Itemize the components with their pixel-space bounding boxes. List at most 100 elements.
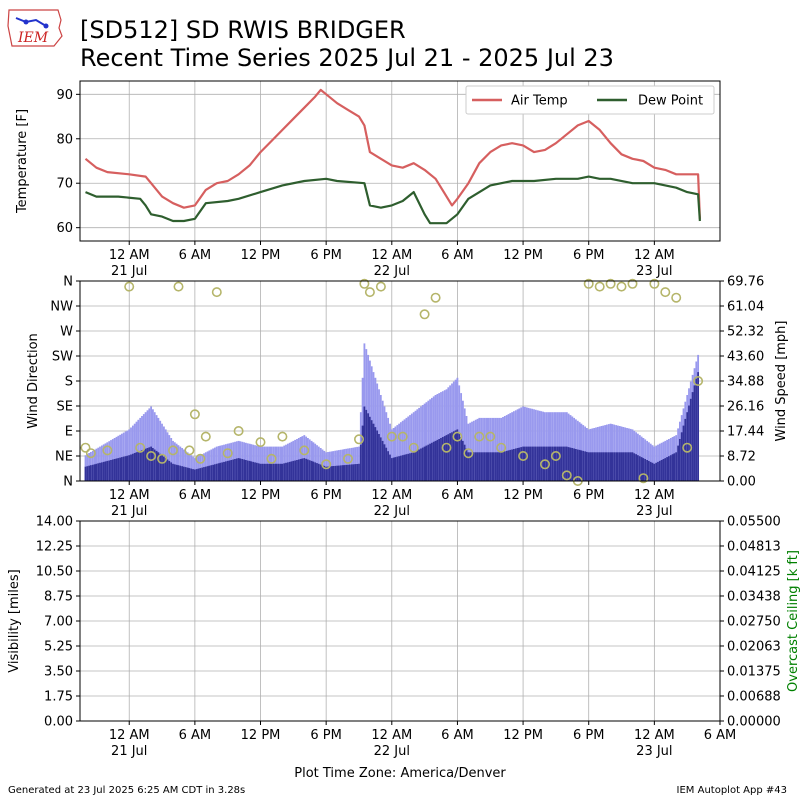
wind-gust-bar [137, 419, 140, 481]
wind-direction-marker [157, 453, 168, 464]
wind-gust-bar [179, 446, 182, 481]
wind-speed-bar [560, 446, 563, 481]
wind-speed-bar [642, 458, 645, 481]
wind-direction-marker [364, 287, 375, 298]
wind-speed-bar [518, 447, 521, 481]
wind-gust-bar [347, 448, 349, 481]
time-zone-axis-label: Plot Time Zone: America/Denver [294, 766, 506, 781]
wind-speed-bar [161, 455, 163, 481]
wind-speed-bar [232, 459, 235, 481]
wind-speed-bar [173, 464, 176, 481]
wind-speed-bar [97, 463, 100, 481]
wind-speed-bar [126, 455, 129, 481]
wind-gust-bar [429, 399, 432, 481]
wind-gust-bar [414, 410, 417, 481]
wind-speed-bar [317, 463, 320, 481]
wind-gust-bar [502, 417, 504, 481]
wind-direction-marker [195, 453, 206, 464]
wind-speed-bar [230, 460, 233, 481]
wind-speed-bar [266, 463, 269, 481]
wind-speed-bar [567, 447, 570, 481]
temp-panel-x-tick-label: 12 AM [371, 248, 412, 263]
wind-speed-bar [622, 452, 625, 481]
wind-speed-bar [104, 461, 107, 481]
wind-speed-bar [146, 448, 149, 481]
wind-speed-bar [633, 453, 636, 481]
wind-direction-marker [342, 453, 353, 464]
wind-speed-bar [516, 448, 519, 481]
wind-speed-bar [217, 463, 220, 481]
wind-direction-marker [233, 425, 244, 436]
wind-speed-bar [483, 452, 486, 481]
wind-speed-bar [215, 463, 218, 481]
wind-direction-marker [85, 448, 96, 459]
wind-speed-bar [410, 452, 413, 481]
wind-panel-y2-tick-label: 69.76 [727, 275, 764, 290]
wind-speed-bar [671, 454, 674, 481]
wind-speed-bar [212, 464, 215, 481]
wind-speed-bar [638, 456, 641, 481]
wind-direction-marker [255, 437, 266, 448]
wind-speed-bar [434, 440, 437, 481]
wind-speed-bar [144, 448, 147, 481]
wind-speed-bar [491, 452, 494, 481]
wind-gust-bar [507, 414, 510, 481]
wind-speed-bar [640, 457, 643, 481]
wind-gust-bar [469, 422, 472, 481]
wind-speed-bar [365, 409, 368, 481]
wind-speed-bar [325, 466, 328, 481]
wind-speed-bar [668, 456, 670, 481]
wind-speed-bar [141, 450, 143, 481]
iowa-state-outline-icon [7, 9, 63, 47]
wind-speed-bar [113, 459, 116, 481]
wind-direction-marker [266, 453, 277, 464]
wind-speed-bar [677, 445, 680, 481]
wind-direction-marker [682, 442, 693, 453]
visibility-panel-y-tick-label: 0.00 [44, 715, 73, 730]
wind-direction-marker [605, 278, 616, 289]
wind-gust-bar [533, 409, 535, 481]
wind-speed-bar [106, 460, 109, 481]
wind-speed-bar [604, 452, 607, 481]
wind-direction-marker [627, 278, 638, 289]
wind-speed-bar [440, 438, 442, 481]
wind-direction-marker [518, 450, 529, 461]
wind-gust-bar [538, 410, 541, 481]
wind-gust-bar [518, 408, 521, 481]
iem-logo: IEM [6, 6, 64, 50]
wind-speed-bar [573, 448, 576, 481]
wind-panel-x-tick-label: 6 PM [573, 488, 604, 503]
wind-gust-bar [398, 423, 401, 481]
wind-speed-bar [390, 458, 393, 481]
temp-y-axis-label: Temperature [F] [15, 109, 30, 214]
wind-speed-bar [586, 451, 588, 481]
wind-speed-bar [394, 457, 397, 481]
wind-speed-bar [460, 437, 463, 481]
wind-panel-x-tick-label: 6 PM [310, 488, 341, 503]
wind-speed-bar [117, 458, 120, 481]
wind-speed-bar [562, 446, 565, 481]
wind-speed-bar [463, 444, 466, 481]
wind-gust-bar [542, 411, 545, 481]
wind-panel-x-tick-label: 12 PM [503, 488, 543, 503]
wind-speed-bar [602, 452, 605, 481]
visibility-panel-y2-tick-label: 0.04813 [727, 539, 781, 554]
wind-gust-bar [513, 411, 515, 481]
wind-direction-marker [200, 431, 211, 442]
wind-speed-bar [675, 452, 678, 481]
wind-speed-bar [392, 457, 395, 481]
visibility-panel-x-tick-label: 12 PM [503, 728, 543, 743]
wind-speed-bar [263, 463, 266, 481]
wind-gust-bar [188, 453, 191, 481]
wind-speed-bar [549, 446, 552, 481]
wind-speed-bar [522, 446, 525, 481]
wind-gust-bar [400, 422, 402, 481]
wind-speed-bar [352, 464, 355, 481]
wind-gust-bar [525, 407, 528, 481]
wind-speed-bar [133, 453, 136, 481]
wind-speed-bar [469, 452, 472, 481]
wind-gust-bar [396, 425, 399, 481]
wind-gust-bar [387, 417, 390, 481]
wind-speed-bar [148, 447, 151, 481]
wind-speed-bar [206, 466, 209, 481]
